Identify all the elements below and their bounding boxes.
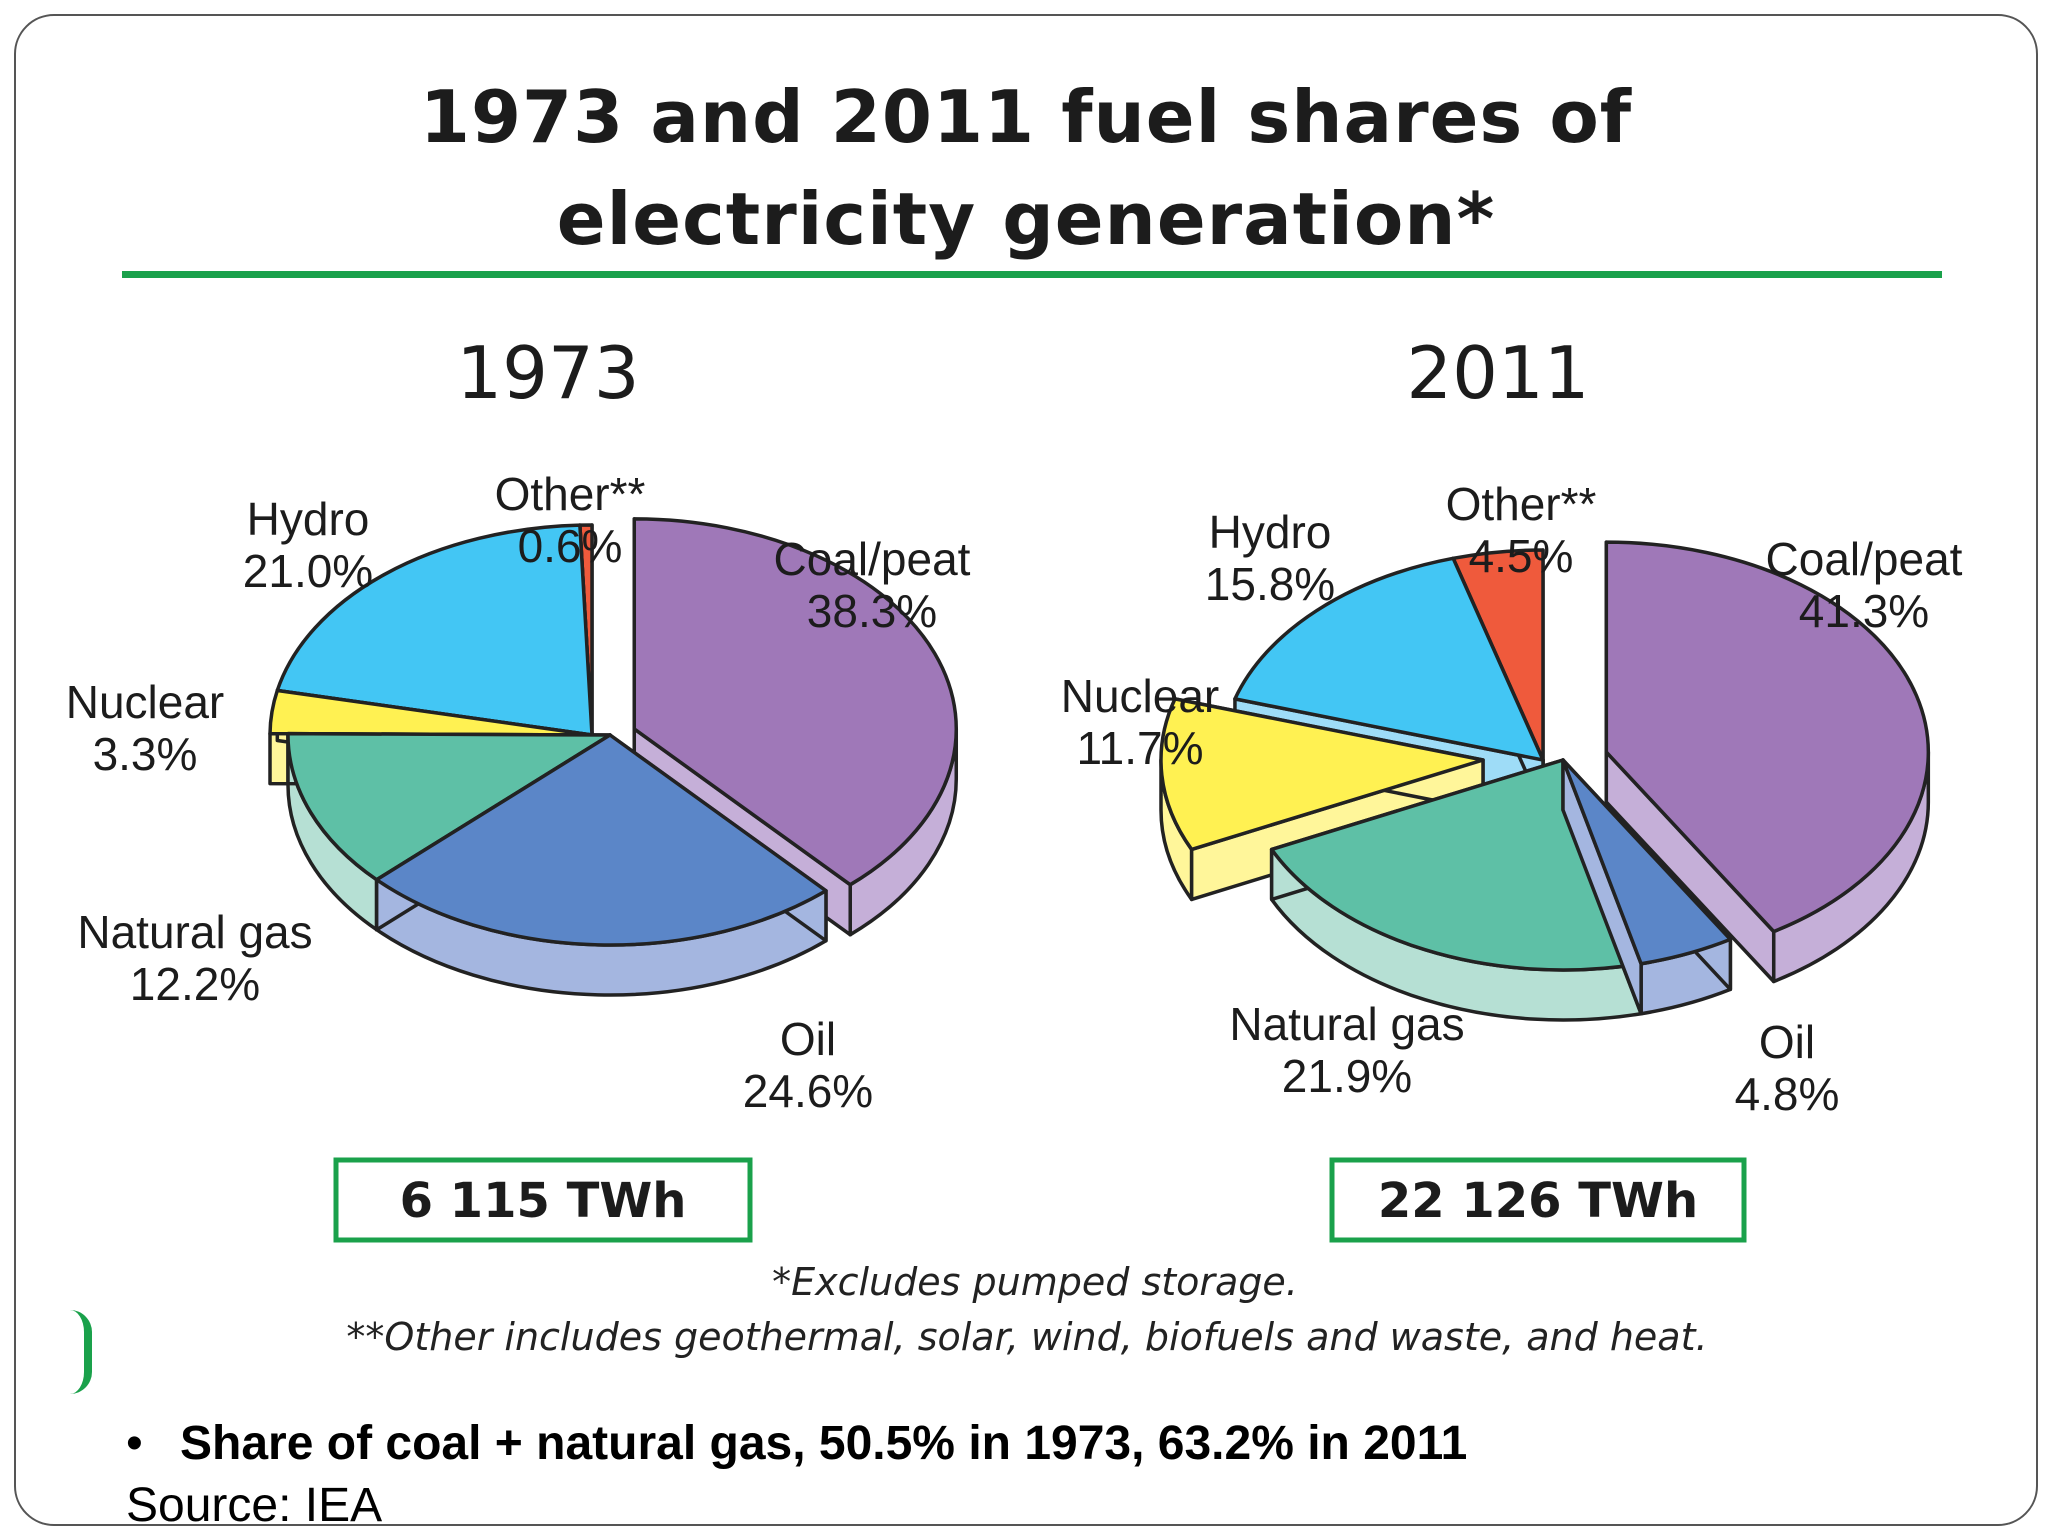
total-twh: 6 115 TWh [400, 1173, 687, 1229]
chart-title: 1973 and 2011 fuel shares of electricity… [16, 66, 2036, 270]
green-bracket-decoration [70, 1310, 92, 1394]
slice-top [1159, 697, 1485, 852]
slice-label-value: 4.8% [1735, 1068, 1840, 1120]
title-line-1: 1973 and 2011 fuel shares of [419, 75, 1633, 159]
label-other-1973: Other**0.6% [495, 468, 646, 572]
slice-label-name: Coal/peat [774, 533, 971, 585]
footnote-pumped-storage: *Excludes pumped storage. [772, 1260, 1298, 1304]
source-note: Source: IEA [126, 1479, 383, 1526]
title-line-2: electricity generation* [556, 177, 1496, 261]
slice-label-name: Other** [1446, 478, 1597, 530]
footnote-other-definition: **Other includes geothermal, solar, wind… [346, 1315, 1707, 1359]
slice-label-value: 4.5% [1469, 530, 1574, 582]
slice-label-name: Hydro [247, 493, 370, 545]
summary-text: Share of coal + natural gas, 50.5% in 19… [180, 1417, 1468, 1470]
title-underline [122, 271, 1942, 278]
slice-top [268, 688, 594, 737]
slice-label-value: 24.6% [743, 1065, 873, 1117]
slice-label-name: Oil [1759, 1016, 1815, 1068]
slice-top [374, 733, 828, 947]
slice-label-name: Natural gas [77, 906, 312, 958]
bullet-dot: • [126, 1417, 143, 1470]
total-box [1329, 1157, 1747, 1243]
chart-year-title: 2011 [1406, 331, 1589, 415]
slice-coal-peat-2011 [1604, 540, 1931, 984]
slice-top [1269, 758, 1643, 972]
slice-label-name: Nuclear [1061, 670, 1220, 722]
slice-top [632, 517, 959, 887]
slice-oil-1973 [374, 733, 828, 997]
summary-bullet: • Share of coal + natural gas, 50.5% in 1… [126, 1416, 1467, 1471]
slice-label-value: 15.8% [1205, 558, 1335, 610]
slice-label-value: 3.3% [93, 728, 198, 780]
slice-label-value: 12.2% [130, 958, 260, 1010]
slice-label-value: 0.6% [518, 520, 623, 572]
slice-top [275, 523, 594, 737]
slice-top [1604, 540, 1931, 934]
slice-oil-2011 [1561, 758, 1733, 1016]
slice-label-name: Nuclear [66, 676, 225, 728]
slice-label-value: 38.3% [807, 585, 937, 637]
chart-year-title: 1973 [456, 331, 639, 415]
slice-label-name: Other** [495, 468, 646, 520]
slice-label-value: 11.7% [1076, 722, 1203, 774]
slice-label-name: Coal/peat [1766, 533, 1963, 585]
slice-top [286, 731, 612, 882]
slice-top [1561, 758, 1733, 966]
slice-label-value: 41.3% [1799, 585, 1929, 637]
slice-label-name: Hydro [1209, 506, 1332, 558]
slice-label-value: 21.0% [243, 545, 373, 597]
total-box [333, 1157, 753, 1243]
slice-top [1233, 556, 1545, 762]
total-twh: 22 126 TWh [1378, 1173, 1698, 1229]
slice-label-value: 21.9% [1282, 1050, 1412, 1102]
slice-label-name: Oil [780, 1013, 836, 1065]
slice-label-name: Natural gas [1229, 998, 1464, 1050]
label-other-2011: Other**4.5% [1446, 478, 1597, 582]
